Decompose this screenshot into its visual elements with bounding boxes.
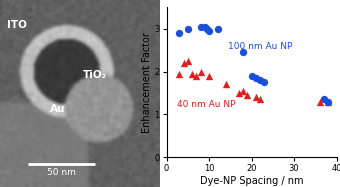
Point: [204, 27, 210, 30]
Point: [202, 25, 207, 28]
Point: [325, 100, 331, 103]
Text: ITO: ITO: [7, 20, 27, 30]
Point: [177, 72, 182, 75]
Point: [185, 59, 190, 62]
Point: [317, 100, 322, 103]
Point: [198, 70, 203, 73]
Text: TiO₂: TiO₂: [82, 70, 106, 80]
Point: [253, 96, 259, 99]
Text: 40 nm Au NP: 40 nm Au NP: [177, 100, 236, 109]
Point: [206, 74, 212, 77]
Point: [249, 74, 254, 77]
Point: [236, 91, 241, 94]
Point: [185, 27, 190, 30]
Point: [257, 79, 263, 82]
Point: [189, 72, 195, 75]
Text: Au: Au: [50, 104, 66, 114]
Point: [198, 25, 203, 28]
Point: [253, 76, 259, 79]
X-axis label: Dye-NP Spacing / nm: Dye-NP Spacing / nm: [200, 176, 303, 186]
Point: [262, 81, 267, 84]
Point: [181, 62, 186, 65]
Point: [177, 32, 182, 35]
Point: [321, 98, 326, 101]
Point: [245, 94, 250, 97]
Point: [240, 89, 246, 92]
Y-axis label: Enhancement Factor: Enhancement Factor: [141, 32, 152, 133]
Text: 100 nm Au NP: 100 nm Au NP: [228, 42, 293, 51]
Point: [325, 100, 331, 103]
Point: [215, 27, 220, 30]
Point: [240, 51, 246, 54]
Point: [257, 98, 263, 101]
Point: [206, 30, 212, 33]
Text: 50 nm: 50 nm: [47, 168, 76, 177]
Point: [194, 74, 199, 77]
Point: [223, 83, 229, 86]
